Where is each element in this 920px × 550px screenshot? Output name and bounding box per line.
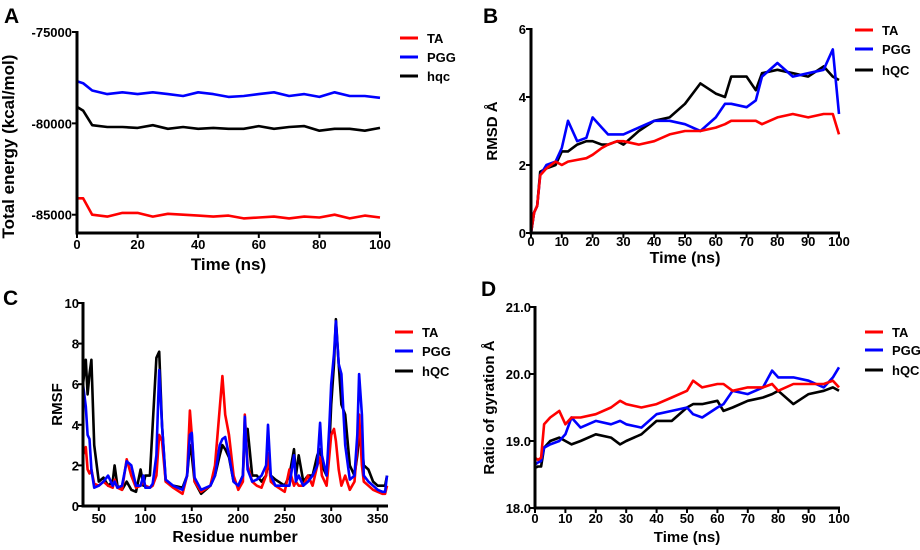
x-tick-label: 100 xyxy=(369,237,391,252)
y-tick-label: -85000 xyxy=(32,208,72,223)
x-tick-label: 70 xyxy=(741,511,755,526)
x-tick-label: 80 xyxy=(312,237,326,252)
x-tick-label: 90 xyxy=(801,511,815,526)
panel-label: A xyxy=(4,5,19,28)
y-tick-label: 2 xyxy=(72,458,79,473)
x-tick-label: 100 xyxy=(828,234,850,249)
legend: TA PGG hQC xyxy=(865,325,920,378)
x-tick-label: 80 xyxy=(771,511,785,526)
legend: TA PGG hqc xyxy=(400,31,456,84)
y-tick-label: 2 xyxy=(519,158,526,173)
legend-label-ta: TA xyxy=(427,31,444,46)
y-axis-title: Total energy (kcal/mol) xyxy=(0,55,18,239)
x-tick-label: 200 xyxy=(227,511,249,526)
series-line-ta xyxy=(534,379,840,462)
legend-label-hqc: hQC xyxy=(422,364,450,379)
series-line-pgg xyxy=(76,80,381,100)
x-axis-title: Time (ns) xyxy=(654,529,720,546)
legend: TA PGG hQC xyxy=(855,23,911,78)
legend-label-ta: TA xyxy=(422,325,439,340)
y-tick-label: 6 xyxy=(519,22,526,37)
x-tick-label: 60 xyxy=(709,234,723,249)
y-tick-label: 20.0 xyxy=(506,367,531,382)
y-tick-label: 0 xyxy=(519,226,526,241)
series-line-pgg xyxy=(529,48,841,234)
panel-a: A 0 20 40 60 80 100 -85000 -80000 -75000 Time (ns)… xyxy=(0,5,456,274)
x-tick-label: 100 xyxy=(828,511,850,526)
y-tick-label: 4 xyxy=(72,418,80,433)
x-tick-label: 10 xyxy=(555,234,569,249)
panel-d: D 0 10 20 30 40 50 60 70 80 90 100 18.0 19.0 20.0 21.0 T… xyxy=(481,278,920,546)
x-tick-label: 80 xyxy=(770,234,784,249)
y-tick-label: 10 xyxy=(65,296,79,311)
legend-label-pgg: PGG xyxy=(892,343,920,358)
series-line-ta xyxy=(529,112,841,234)
legend-label-hqc: hQC xyxy=(882,63,910,78)
legend-label-pgg: PGG xyxy=(882,42,911,57)
y-tick-label: 18.0 xyxy=(506,501,531,516)
x-tick-label: 20 xyxy=(585,234,599,249)
x-tick-label: 50 xyxy=(92,511,106,526)
x-tick-label: 50 xyxy=(678,234,692,249)
x-tick-label: 50 xyxy=(680,511,694,526)
x-tick-label: 0 xyxy=(73,237,80,252)
panel-label: D xyxy=(481,278,496,301)
x-tick-label: 40 xyxy=(649,511,663,526)
x-tick-label: 40 xyxy=(191,237,205,252)
x-tick-label: 30 xyxy=(616,234,630,249)
series-line-ta xyxy=(77,197,381,220)
y-axis-title: RMSD Å xyxy=(484,101,501,160)
y-tick-label: 0 xyxy=(72,499,79,514)
x-axis-title: Time (ns) xyxy=(191,255,266,274)
x-tick-label: 250 xyxy=(274,511,296,526)
y-axis-title: Ratio of gyration Å xyxy=(481,340,498,474)
x-tick-label: 60 xyxy=(710,511,724,526)
y-tick-label: 6 xyxy=(72,377,79,392)
x-tick-label: 0 xyxy=(531,511,538,526)
panel-c: C 50 100 150 200 250 300 350 0 2 4 6 8 10 Residue numb… xyxy=(3,287,451,546)
legend-label-hqc: hQC xyxy=(892,363,920,378)
legend-label-ta: TA xyxy=(892,325,909,340)
legend-label-pgg: PGG xyxy=(422,344,451,359)
x-tick-label: 40 xyxy=(647,234,661,249)
series-line-ta xyxy=(81,374,389,496)
panel-b: B 0 10 20 30 40 50 60 70 80 90 100 0 2 4 6 Time (ns) RMSD… xyxy=(483,5,911,267)
series-line-pgg xyxy=(81,320,389,494)
x-tick-label: 300 xyxy=(320,511,342,526)
legend: TA PGG hQC xyxy=(395,325,451,379)
y-tick-label: -75000 xyxy=(32,25,72,40)
y-tick-label: -80000 xyxy=(32,116,72,131)
legend-label-ta: TA xyxy=(882,23,899,38)
legend-label-pgg: PGG xyxy=(427,50,456,65)
x-tick-label: 0 xyxy=(527,234,534,249)
x-tick-label: 350 xyxy=(367,511,389,526)
series-line-pgg xyxy=(534,366,841,466)
panel-label: B xyxy=(483,5,498,28)
x-tick-label: 70 xyxy=(739,234,753,249)
x-tick-label: 30 xyxy=(619,511,633,526)
y-tick-label: 19.0 xyxy=(506,434,531,449)
x-tick-label: 20 xyxy=(589,511,603,526)
x-tick-label: 90 xyxy=(801,234,815,249)
x-tick-label: 100 xyxy=(134,511,156,526)
series-line-hqc xyxy=(529,65,840,234)
x-axis-title: Residue number xyxy=(172,529,297,546)
x-axis-title: Time (ns) xyxy=(650,250,721,267)
y-tick-label: 8 xyxy=(72,337,79,352)
legend-label-hqc: hqc xyxy=(427,69,450,84)
x-tick-label: 10 xyxy=(558,511,572,526)
x-tick-label: 150 xyxy=(181,511,203,526)
y-axis-title: RMSF xyxy=(49,383,66,426)
x-tick-label: 20 xyxy=(130,237,144,252)
series-line-hqc xyxy=(76,105,381,132)
y-tick-label: 4 xyxy=(519,90,527,105)
y-tick-label: 21.0 xyxy=(506,300,531,315)
panel-label: C xyxy=(3,287,18,310)
x-tick-label: 60 xyxy=(252,237,266,252)
